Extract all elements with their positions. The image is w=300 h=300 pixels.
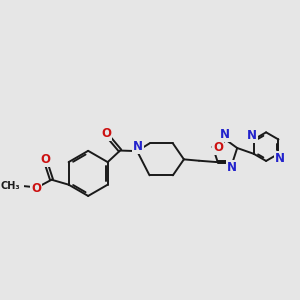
Text: N: N: [227, 160, 237, 174]
Text: O: O: [40, 153, 50, 166]
Text: N: N: [133, 140, 143, 153]
Text: N: N: [247, 129, 257, 142]
Text: O: O: [212, 139, 223, 152]
Text: O: O: [101, 127, 111, 140]
Text: O: O: [31, 182, 41, 195]
Text: N: N: [275, 152, 285, 165]
Text: N: N: [220, 128, 230, 141]
Text: CH₃: CH₃: [0, 181, 20, 191]
Text: O: O: [213, 141, 223, 154]
